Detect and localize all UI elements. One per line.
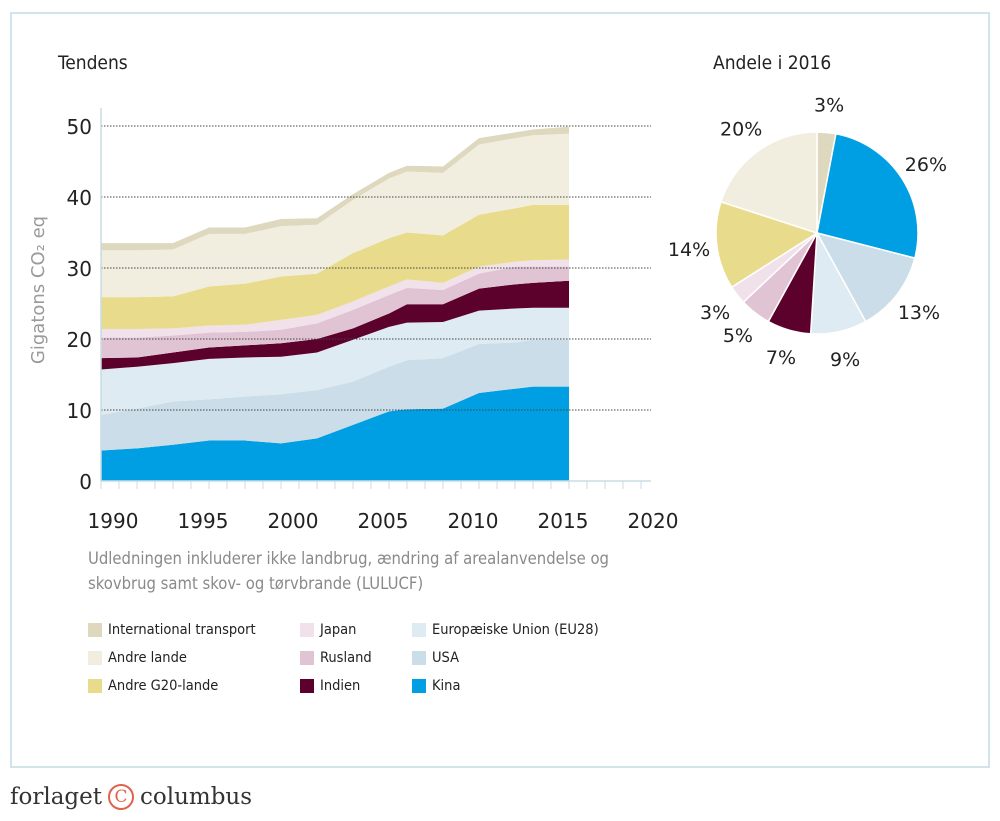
pie-label: 7% [766, 347, 796, 369]
pie-slice-kina [816, 132, 919, 260]
x-tick-label: 2010 [448, 509, 499, 533]
pie-slice-andre-g20-lande [715, 200, 819, 289]
legend-item: Kina [412, 678, 460, 694]
legend-label: Kina [432, 678, 461, 694]
x-tick-label: 1995 [178, 509, 229, 533]
pie-label: 3% [814, 95, 844, 117]
legend-label: Japan [320, 622, 357, 638]
legend-item: Japan [300, 622, 356, 638]
x-tick-label: 2020 [628, 509, 679, 533]
pie-slice-andre-lande [719, 131, 818, 235]
pie-label: 3% [700, 302, 730, 324]
pie-chart-title: Andele i 2016 [713, 52, 832, 74]
legend-swatch [88, 651, 102, 665]
legend-label: Andre lande [108, 650, 187, 666]
area-series-europ-iske-union-eu28- [101, 307, 569, 415]
area-series-japan [101, 259, 569, 338]
legend-item: Andre G20-lande [88, 678, 218, 694]
y-axis-label: Gigatons CO₂ eq [28, 216, 49, 364]
area-series-andre-lande [101, 133, 569, 298]
publisher-logo: forlaget C columbus [10, 784, 252, 810]
legend-label: USA [432, 650, 460, 666]
legend-item: USA [412, 650, 459, 666]
legend-label: Andre G20-lande [108, 678, 219, 694]
y-tick-label: 10 [67, 399, 92, 423]
legend-swatch [88, 623, 102, 637]
legend-swatch [412, 651, 426, 665]
area-chart: 0 10 20 30 40 50 1990 1995 2000 2005 2010 2015 2020 G… [28, 95, 947, 533]
legend-item: Andre lande [88, 650, 187, 666]
x-tick-label: 2015 [538, 509, 589, 533]
legend-label: Rusland [320, 650, 372, 666]
legend-swatch [300, 651, 314, 665]
legend-item: Rusland [300, 650, 372, 666]
legend-item: Indien [300, 678, 360, 694]
legend-swatch [412, 623, 426, 637]
x-tick-label: 1990 [88, 509, 139, 533]
x-tick-label: 2000 [268, 509, 319, 533]
y-tick-label: 30 [67, 257, 92, 281]
logo-left: forlaget [10, 784, 102, 810]
legend-label: Europæiske Union (EU28) [432, 622, 599, 638]
pie-label: 9% [830, 349, 860, 371]
legend-swatch [300, 679, 314, 693]
area-series-andre-g20-lande [101, 204, 569, 330]
area-series-usa [101, 339, 569, 451]
figure-frame [10, 12, 990, 768]
y-tick-label: 50 [67, 115, 92, 139]
legend-label: International transport [108, 622, 256, 638]
y-tick-label: 40 [67, 186, 92, 210]
y-tick-label: 0 [79, 470, 92, 494]
pie-slice-usa [815, 231, 916, 323]
legend-swatch [300, 623, 314, 637]
legend-item: International transport [88, 622, 256, 638]
legend-swatch [412, 679, 426, 693]
legend-item: Europæiske Union (EU28) [412, 622, 599, 638]
area-series-rusland [101, 266, 569, 359]
legend-swatch [88, 679, 102, 693]
pie-label: 5% [723, 325, 753, 347]
pie-label: 13% [898, 302, 940, 324]
area-chart-title: Tendens [58, 52, 128, 74]
x-tick-label: 2005 [358, 509, 409, 533]
logo-mark: C [108, 784, 134, 810]
pie-label: 26% [905, 154, 947, 176]
pie-label: 14% [668, 239, 710, 261]
pie-label: 20% [720, 119, 762, 141]
y-tick-label: 20 [67, 328, 92, 352]
legend-label: Indien [320, 678, 361, 694]
chart-note: Udledningen inkluderer ikke landbrug, æn… [88, 549, 609, 593]
area-series-indien [101, 280, 569, 370]
logo-right: columbus [140, 784, 253, 810]
